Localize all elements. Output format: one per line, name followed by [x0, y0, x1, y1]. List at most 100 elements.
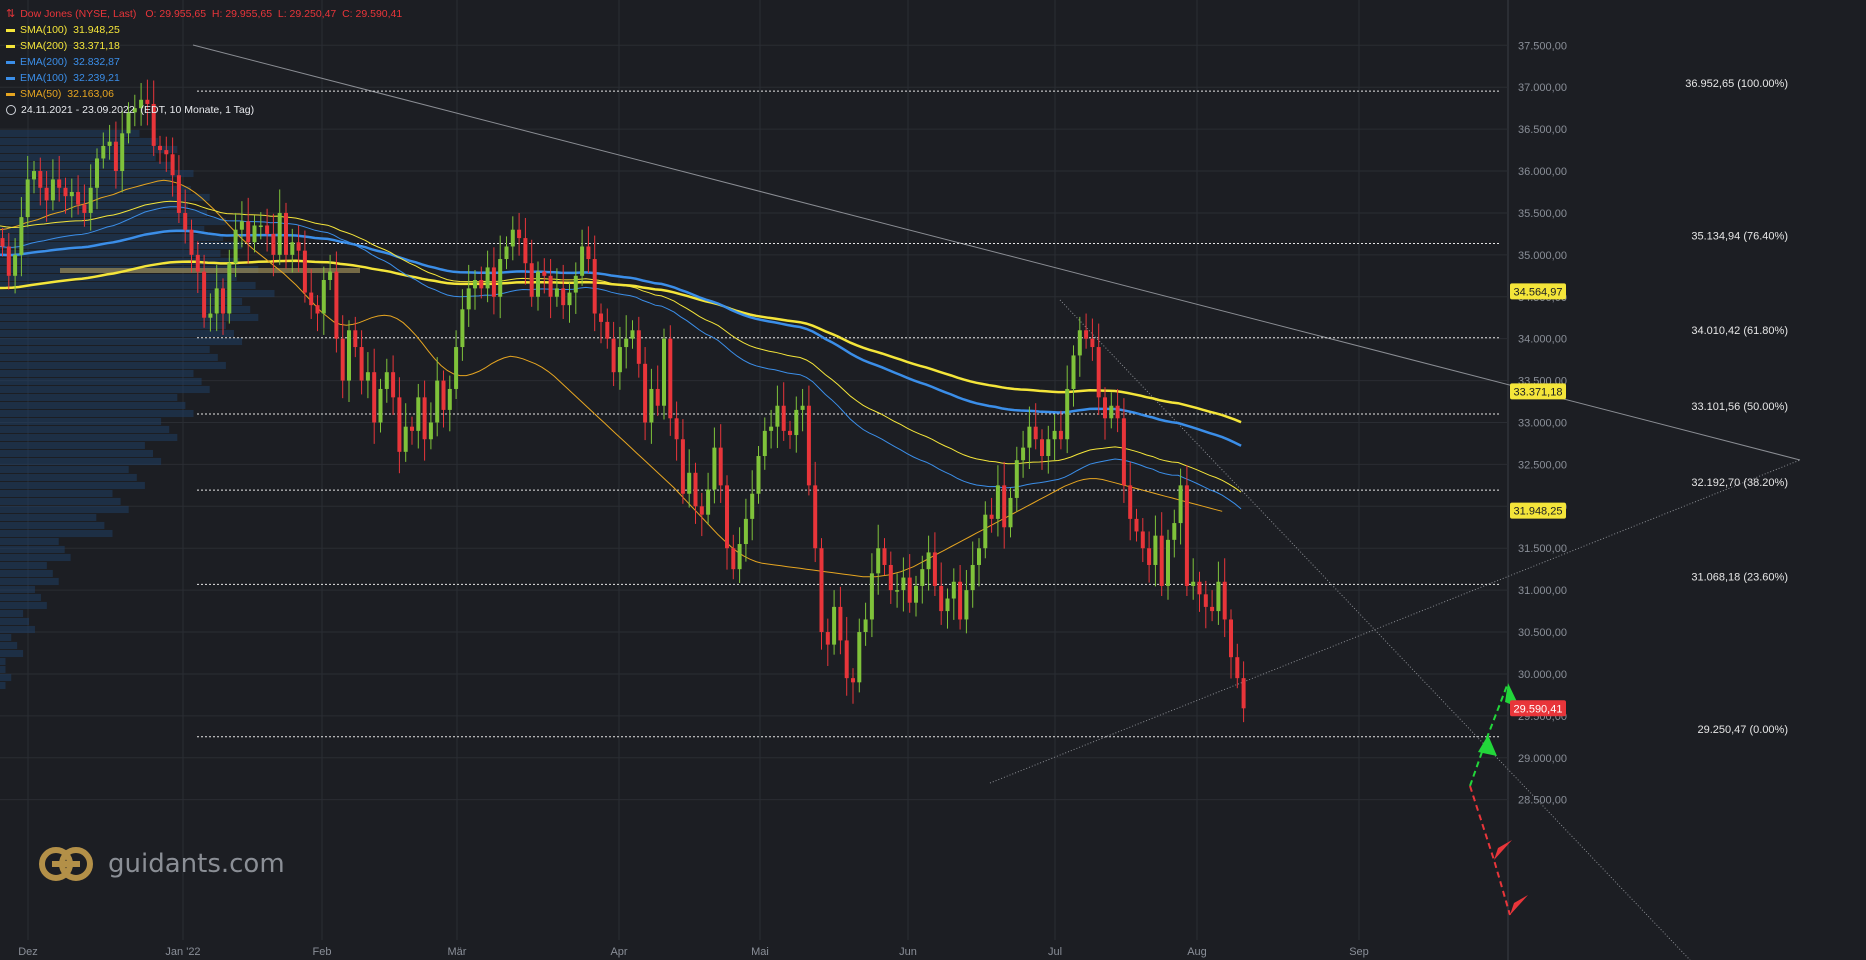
- price-tags: 34.564,97 33.371,18 31.948,25 29.590,41: [1510, 283, 1566, 717]
- x-tick-label: Apr: [610, 946, 627, 958]
- candle-body: [989, 514, 994, 519]
- candle-body: [189, 229, 194, 255]
- candle-body: [365, 372, 370, 381]
- candle-body: [491, 267, 496, 297]
- indicator-row[interactable]: SMA(50) 32.163,06: [6, 86, 402, 102]
- indicator-label: SMA(200) 33.371,18: [20, 40, 120, 52]
- candle-body: [517, 229, 522, 239]
- sma50-line: [0, 179, 1223, 578]
- volume-bar: [0, 458, 162, 465]
- indicator-label: EMA(200) 32.832,87: [20, 56, 120, 68]
- y-tick-label: 36.500,00: [1518, 124, 1567, 136]
- candle-body: [932, 552, 937, 586]
- y-tick-label: 32.500,00: [1518, 459, 1567, 471]
- volume-bar: [0, 682, 6, 689]
- candle-body: [239, 221, 244, 230]
- candle-body: [1140, 531, 1145, 549]
- candle-body: [170, 154, 175, 176]
- candle-body: [983, 514, 988, 549]
- candle-body: [806, 405, 811, 486]
- volume-bar: [0, 506, 129, 513]
- x-tick-label: Jan '22: [165, 946, 200, 958]
- candle-body: [1021, 447, 1026, 461]
- volume-bar: [0, 298, 243, 305]
- volume-bar: [0, 138, 159, 145]
- candle-body: [888, 564, 893, 591]
- volume-bar: [0, 250, 221, 257]
- indicator-label: EMA(100) 32.239,21: [20, 72, 120, 84]
- candle-body: [176, 175, 181, 213]
- price-tag-bg: [1510, 283, 1566, 300]
- candle-body: [498, 259, 503, 297]
- candle-body: [737, 544, 742, 570]
- candle-body: [901, 577, 906, 591]
- candle-body: [50, 179, 55, 201]
- volume-bar: [0, 306, 251, 313]
- candle-body: [617, 347, 622, 373]
- indicator-swatch: [6, 28, 15, 32]
- candle-body: [32, 171, 36, 180]
- candle-body: [561, 288, 566, 306]
- x-tick-label: Jun: [899, 946, 917, 958]
- y-tick-label: 33.000,00: [1518, 417, 1567, 429]
- volume-bar: [0, 482, 145, 489]
- candle-body: [706, 489, 711, 515]
- volume-bar: [0, 354, 218, 361]
- volume-bar: [0, 130, 140, 137]
- candle-body: [0, 238, 5, 247]
- volume-bar: [0, 154, 156, 161]
- volume-bar: [0, 162, 175, 169]
- candle-body: [1071, 355, 1076, 389]
- candle-body: [1235, 657, 1240, 679]
- instrument-row[interactable]: ⇅ Dow Jones (NYSE, Last) O: 29.955,65 H:…: [6, 6, 402, 22]
- candle-body: [548, 275, 553, 297]
- indicator-row[interactable]: SMA(100) 31.948,25: [6, 22, 402, 38]
- candle-body: [454, 347, 459, 389]
- candle-body: [13, 254, 18, 276]
- candle-body: [296, 242, 301, 251]
- candle-body: [321, 279, 326, 314]
- y-tick-label: 29.000,00: [1518, 753, 1567, 765]
- volume-bar: [0, 418, 162, 425]
- candle-body: [630, 330, 635, 339]
- candle-body: [882, 548, 887, 565]
- guidants-logo: guidants.com: [38, 846, 285, 882]
- candle-body: [655, 388, 660, 406]
- indicator-row[interactable]: EMA(200) 32.832,87: [6, 54, 402, 70]
- candle-body: [712, 447, 717, 490]
- period-row: 24.11.2021 - 23.09.2022 (EDT, 10 Monate,…: [6, 102, 402, 118]
- guidants-logo-icon: [39, 847, 93, 881]
- volume-bar: [0, 650, 24, 657]
- candle-body: [101, 145, 106, 159]
- volume-bar: [0, 602, 47, 609]
- candle-body: [340, 338, 345, 381]
- candle-body: [819, 548, 824, 633]
- indicator-swatch: [6, 60, 15, 64]
- candle-body: [838, 606, 843, 641]
- volume-bar: [0, 658, 6, 665]
- candle-body: [328, 271, 333, 280]
- indicator-swatch: [6, 44, 15, 48]
- volume-bar: [0, 514, 97, 521]
- fib-label: 36.952,65 (100.00%): [1685, 78, 1788, 90]
- volume-bar: [0, 394, 178, 401]
- candle-body: [265, 225, 270, 234]
- indicator-row[interactable]: EMA(100) 32.239,21: [6, 70, 402, 86]
- candle-body: [945, 598, 950, 612]
- candle-body: [1134, 518, 1139, 532]
- indicator-row[interactable]: SMA(200) 33.371,18: [6, 38, 402, 54]
- candle-body: [687, 472, 692, 494]
- candle-body: [1014, 460, 1019, 498]
- candle-body: [844, 640, 849, 679]
- y-tick-label: 34.000,00: [1518, 334, 1567, 346]
- volume-profile: [0, 130, 360, 689]
- candle-body: [347, 330, 351, 381]
- volume-bar: [0, 234, 224, 241]
- volume-bar: [0, 466, 129, 473]
- candle-body: [107, 141, 112, 146]
- x-axis[interactable]: Dez Jan '22 Feb Mär Apr Mai Jun Jul Aug Sep: [18, 946, 1369, 958]
- candle-body: [460, 309, 465, 348]
- candle-body: [302, 250, 307, 293]
